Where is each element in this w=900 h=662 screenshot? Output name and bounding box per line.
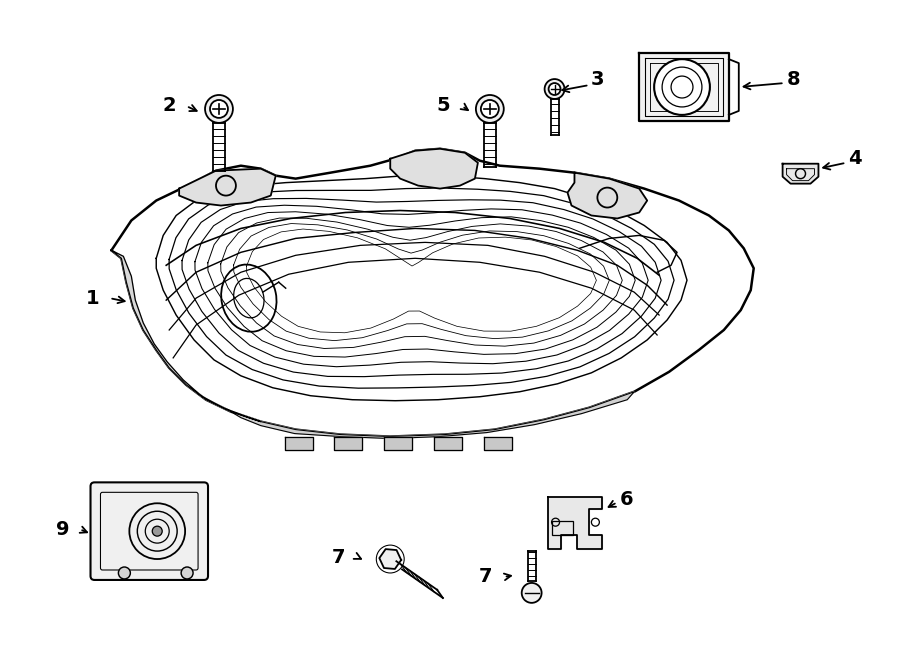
Polygon shape xyxy=(179,169,275,205)
Polygon shape xyxy=(639,53,729,121)
Polygon shape xyxy=(335,436,363,449)
Polygon shape xyxy=(568,173,647,218)
Text: 5: 5 xyxy=(436,97,450,115)
Polygon shape xyxy=(379,549,401,569)
Circle shape xyxy=(476,95,504,123)
Text: 2: 2 xyxy=(163,97,176,115)
Polygon shape xyxy=(112,250,261,422)
FancyBboxPatch shape xyxy=(91,483,208,580)
Polygon shape xyxy=(112,149,753,436)
Text: 7: 7 xyxy=(478,567,491,587)
Text: 4: 4 xyxy=(849,149,862,168)
Circle shape xyxy=(522,583,542,603)
Polygon shape xyxy=(231,392,634,438)
Circle shape xyxy=(481,100,499,118)
Polygon shape xyxy=(484,436,512,449)
Text: 6: 6 xyxy=(619,490,633,509)
Polygon shape xyxy=(284,436,312,449)
Polygon shape xyxy=(783,164,818,183)
Circle shape xyxy=(654,59,710,115)
Polygon shape xyxy=(391,149,478,189)
Circle shape xyxy=(210,100,228,118)
Bar xyxy=(552,521,573,535)
Text: 1: 1 xyxy=(86,289,100,308)
Circle shape xyxy=(181,567,194,579)
Circle shape xyxy=(205,95,233,123)
Circle shape xyxy=(544,79,564,99)
Polygon shape xyxy=(384,436,412,449)
Circle shape xyxy=(549,83,561,95)
Polygon shape xyxy=(547,497,602,549)
Circle shape xyxy=(152,526,162,536)
Polygon shape xyxy=(434,436,462,449)
Text: 8: 8 xyxy=(787,70,800,89)
Circle shape xyxy=(119,567,130,579)
Text: 9: 9 xyxy=(56,520,69,539)
Text: 7: 7 xyxy=(332,547,346,567)
Text: 3: 3 xyxy=(590,70,604,89)
